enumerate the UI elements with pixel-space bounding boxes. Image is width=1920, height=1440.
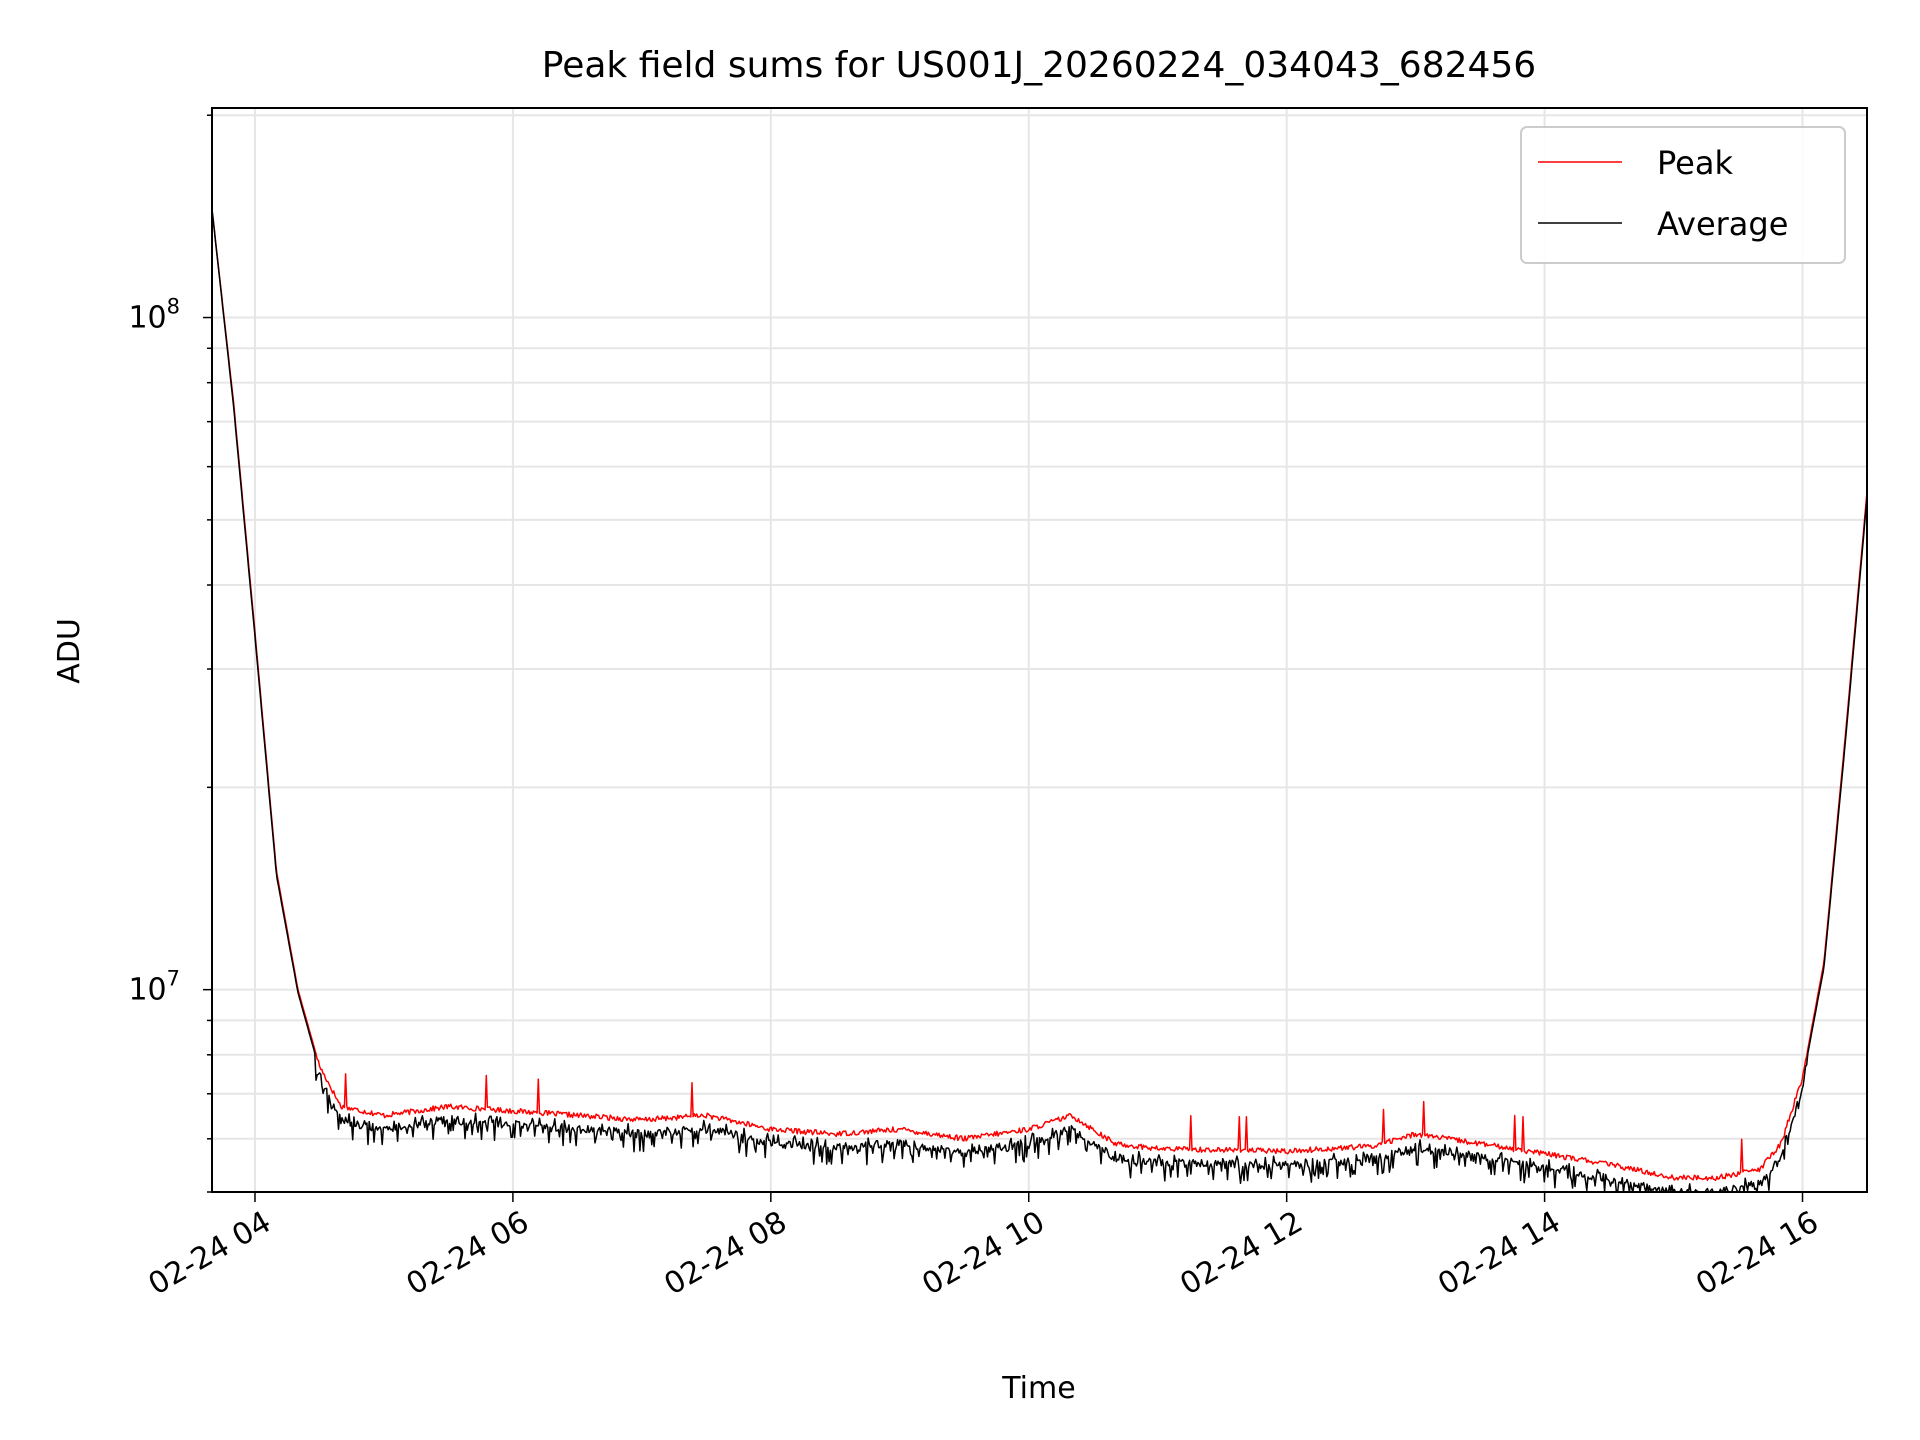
grid bbox=[212, 108, 1867, 1193]
y-tick-label: 107 bbox=[128, 967, 180, 1008]
series-line-average bbox=[211, 209, 1868, 1193]
y-axis-label: ADU bbox=[52, 618, 87, 684]
y-tick-label: 108 bbox=[128, 295, 180, 336]
legend-label-peak: Peak bbox=[1657, 144, 1733, 182]
series-line-peak bbox=[211, 209, 1868, 1182]
x-axis-label: Time bbox=[1001, 1371, 1075, 1406]
legend-label-average: Average bbox=[1657, 205, 1788, 243]
series-lines bbox=[211, 209, 1868, 1193]
plot-area-frame bbox=[211, 107, 1868, 1193]
legend: Peak Average bbox=[1520, 126, 1846, 264]
y-axis: 107 108 bbox=[128, 114, 212, 1193]
legend-box bbox=[1520, 126, 1846, 264]
chart-title: Peak field sums for US001J_20260224_0340… bbox=[542, 45, 1536, 86]
